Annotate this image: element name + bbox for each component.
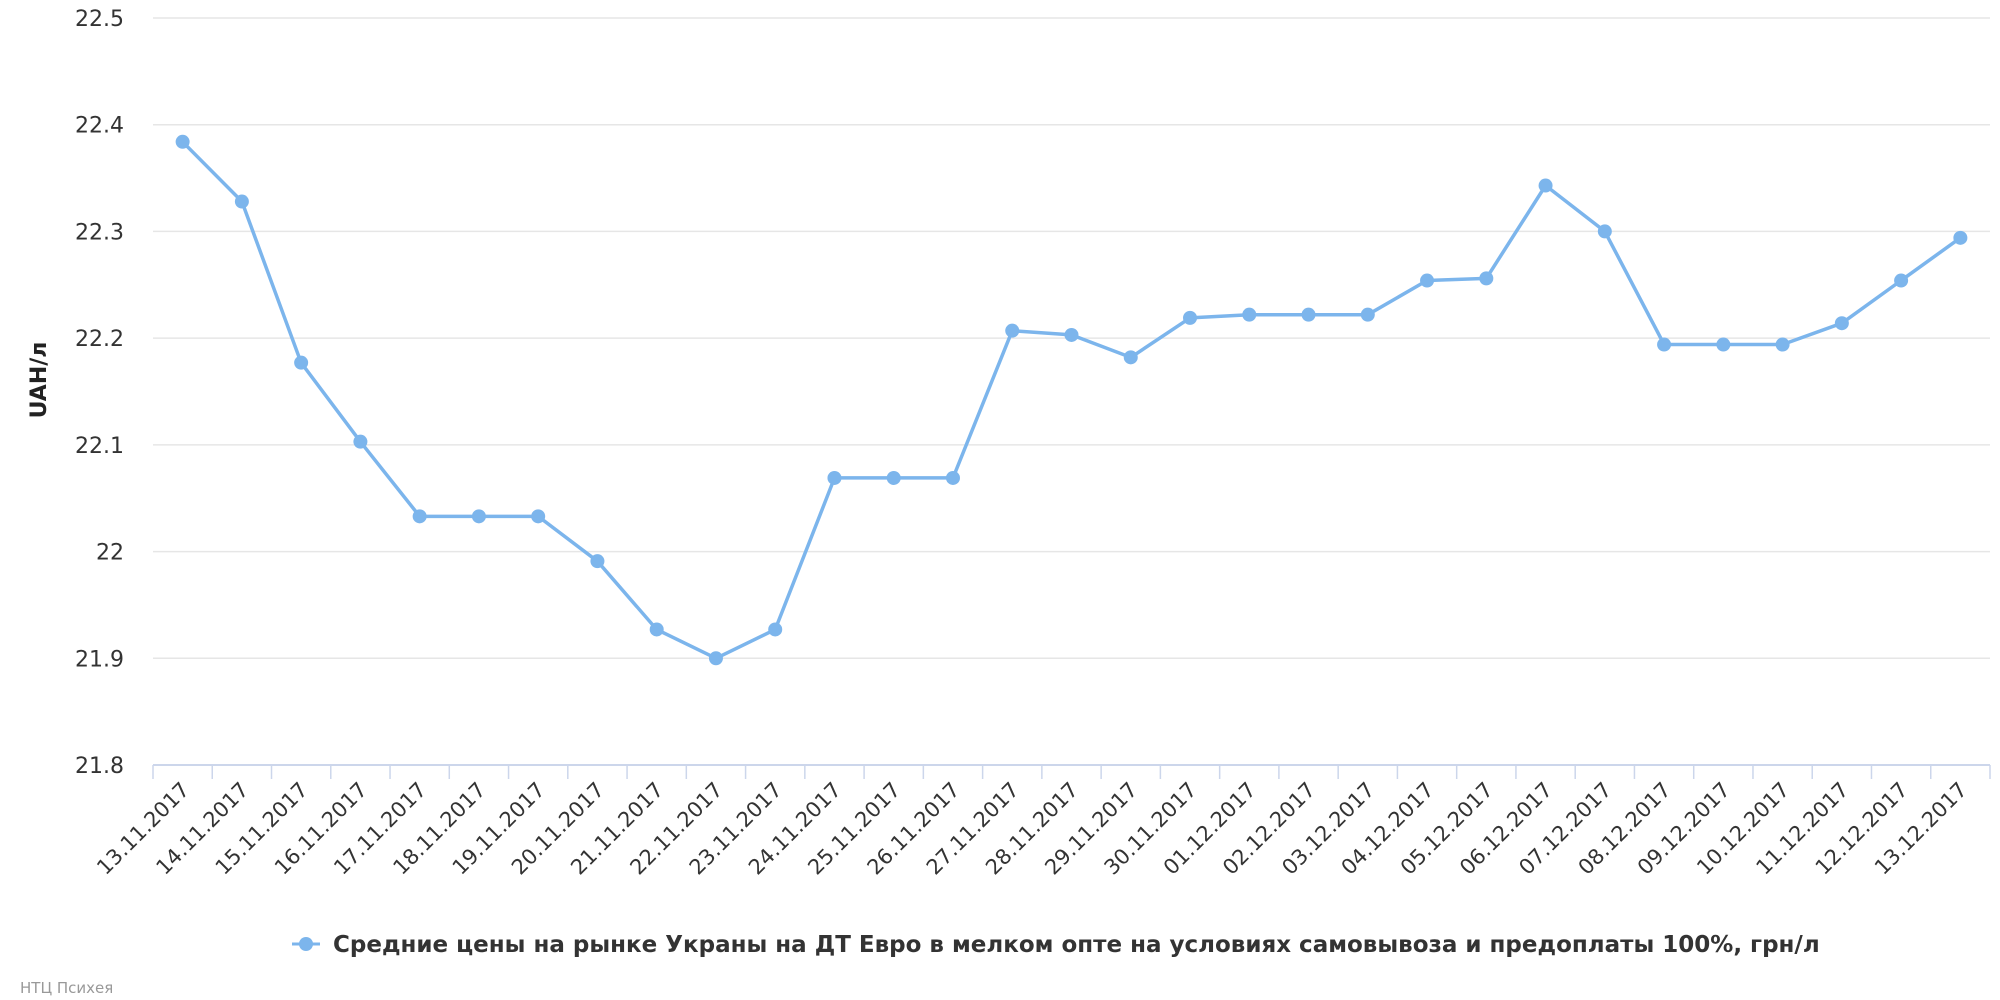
data-point[interactable]	[1360, 307, 1375, 322]
y-tick-label: 22.2	[75, 327, 124, 352]
x-axis	[152, 764, 1991, 779]
data-point[interactable]	[1953, 230, 1968, 245]
data-point[interactable]	[1538, 178, 1553, 193]
y-tick-label: 22.5	[75, 7, 124, 32]
series-group	[175, 134, 1968, 666]
data-point[interactable]	[886, 470, 901, 485]
data-point[interactable]	[1242, 307, 1257, 322]
data-point[interactable]	[1064, 327, 1079, 342]
legend-item-label[interactable]: Средние цены на рынке Украны на ДТ Евро …	[333, 932, 1820, 958]
data-point[interactable]	[1716, 337, 1731, 352]
data-point[interactable]	[353, 434, 368, 449]
data-point[interactable]	[708, 651, 723, 666]
data-point[interactable]	[1183, 310, 1198, 325]
credit-label[interactable]: НТЦ Психея	[20, 979, 113, 997]
data-point[interactable]	[234, 194, 249, 209]
data-point[interactable]	[768, 622, 783, 637]
data-point[interactable]	[1834, 316, 1849, 331]
data-point[interactable]	[945, 470, 960, 485]
y-tick-label: 21.8	[75, 754, 124, 779]
y-tick-label: 22.3	[75, 220, 124, 245]
y-tick-label: 21.9	[75, 647, 124, 672]
data-point[interactable]	[827, 470, 842, 485]
data-point[interactable]	[1894, 273, 1909, 288]
grid-lines	[153, 17, 1990, 660]
data-point[interactable]	[590, 554, 605, 569]
data-point[interactable]	[1420, 273, 1435, 288]
data-point[interactable]	[175, 134, 190, 149]
data-point[interactable]	[649, 622, 664, 637]
legend[interactable]: Средние цены на рынке Украны на ДТ Евро …	[292, 932, 1820, 958]
y-axis-ticks: 21.8 21.9 22 22.1 22.2 22.3 22.4 22.5	[75, 7, 124, 779]
data-point[interactable]	[471, 509, 486, 524]
data-point[interactable]	[1597, 224, 1612, 239]
data-point[interactable]	[1123, 350, 1138, 365]
y-tick-label: 22.1	[75, 434, 124, 459]
data-point[interactable]	[1479, 271, 1494, 286]
data-point[interactable]	[1775, 337, 1790, 352]
data-point[interactable]	[1657, 337, 1672, 352]
y-axis-title: UAH/л	[27, 342, 52, 419]
data-point[interactable]	[412, 509, 427, 524]
y-tick-label: 22	[96, 541, 124, 566]
series-line[interactable]	[180, 140, 1963, 661]
legend-marker-symbol	[299, 937, 313, 951]
data-point[interactable]	[1301, 307, 1316, 322]
x-axis-ticks: 13.11.201714.11.201715.11.201716.11.2017…	[92, 778, 1972, 880]
data-point[interactable]	[294, 355, 309, 370]
data-point[interactable]	[531, 509, 546, 524]
y-tick-label: 22.4	[75, 114, 124, 139]
data-point[interactable]	[1005, 323, 1020, 338]
